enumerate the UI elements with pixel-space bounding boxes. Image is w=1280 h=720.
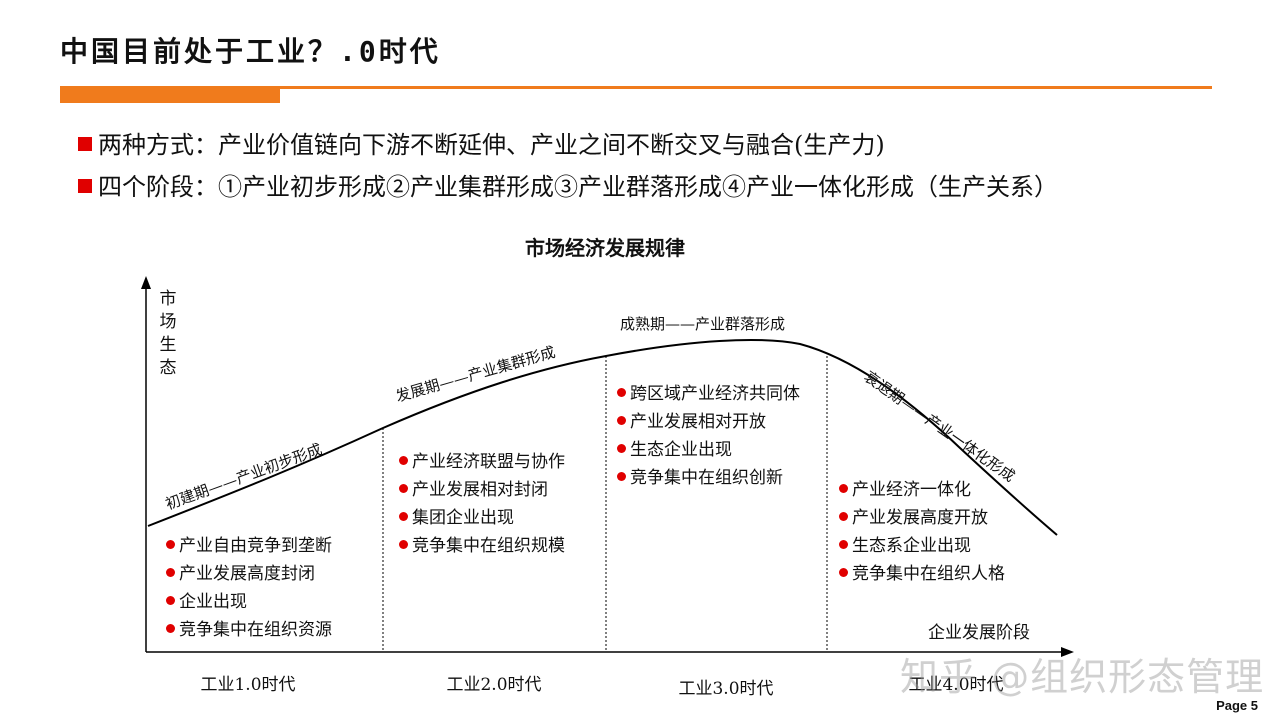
stage-list-1: 产业自由竞争到垄断 产业发展高度封闭 企业出现 竞争集中在组织资源	[166, 532, 332, 644]
list-item: 产业发展相对开放	[617, 408, 800, 436]
red-dot-icon	[399, 484, 408, 493]
red-dot-icon	[617, 472, 626, 481]
bullet-item: 四个阶段：①产业初步形成②产业集群形成③产业群落形成④产业一体化形成（生产关系）	[78, 166, 1058, 208]
era-label-2: 工业2.0时代	[446, 675, 542, 695]
red-dot-icon	[399, 512, 408, 521]
list-item: 集团企业出现	[399, 504, 565, 532]
lifecycle-curve	[147, 339, 1058, 536]
red-dot-icon	[166, 540, 175, 549]
red-dot-icon	[166, 624, 175, 633]
list-item: 竞争集中在组织创新	[617, 464, 800, 492]
red-dot-icon	[166, 596, 175, 605]
phase-label-maturity: 成熟期——产业群落形成	[620, 315, 786, 333]
list-item: 跨区域产业经济共同体	[617, 380, 800, 408]
red-dot-icon	[839, 484, 848, 493]
list-item: 企业出现	[166, 588, 332, 616]
stage-list-4: 产业经济一体化 产业发展高度开放 生态系企业出现 竞争集中在组织人格	[839, 476, 1005, 588]
page-title: 中国目前处于工业？.0时代	[60, 35, 441, 68]
red-dot-icon	[399, 540, 408, 549]
list-item: 竞争集中在组织人格	[839, 560, 1005, 588]
red-dot-icon	[617, 388, 626, 397]
list-item: 产业自由竞争到垄断	[166, 532, 332, 560]
red-dot-icon	[839, 568, 848, 577]
stage-list-3: 跨区域产业经济共同体 产业发展相对开放 生态企业出现 竞争集中在组织创新	[617, 380, 800, 492]
page-number: Page 5	[1216, 698, 1258, 713]
red-dot-icon	[839, 540, 848, 549]
list-item: 竞争集中在组织资源	[166, 616, 332, 644]
list-item: 生态企业出现	[617, 436, 800, 464]
watermark: 知乎 @组织形态管理	[900, 655, 1265, 699]
list-item: 产业发展相对封闭	[399, 476, 565, 504]
list-item: 产业发展高度开放	[839, 504, 1005, 532]
y-axis-label: 市 场 生 态	[159, 289, 177, 378]
era-label-4: 工业4.0时代	[908, 675, 1004, 695]
square-bullet-icon	[78, 137, 92, 151]
y-axis-arrow-icon	[141, 276, 151, 289]
era-label-3: 工业3.0时代	[678, 679, 774, 699]
stage-list-2: 产业经济联盟与协作 产业发展相对封闭 集团企业出现 竞争集中在组织规模	[399, 448, 565, 560]
list-item: 产业经济一体化	[839, 476, 1005, 504]
red-dot-icon	[839, 512, 848, 521]
red-dot-icon	[617, 416, 626, 425]
diagram-title: 市场经济发展规律	[525, 236, 685, 260]
square-bullet-icon	[78, 179, 92, 193]
red-dot-icon	[399, 456, 408, 465]
title-accent-bar	[60, 88, 280, 103]
x-axis-label: 企业发展阶段	[928, 623, 1030, 643]
list-item: 产业经济联盟与协作	[399, 448, 565, 476]
title-underline	[60, 86, 1212, 89]
x-axis-arrow-icon	[1061, 647, 1074, 657]
era-label-1: 工业1.0时代	[200, 675, 296, 695]
list-item: 产业发展高度封闭	[166, 560, 332, 588]
red-dot-icon	[166, 568, 175, 577]
bullet-list: 两种方式：产业价值链向下游不断延伸、产业之间不断交叉与融合(生产力) 四个阶段：…	[78, 124, 1058, 208]
bullet-item: 两种方式：产业价值链向下游不断延伸、产业之间不断交叉与融合(生产力)	[78, 124, 1058, 166]
list-item: 生态系企业出现	[839, 532, 1005, 560]
red-dot-icon	[617, 444, 626, 453]
list-item: 竞争集中在组织规模	[399, 532, 565, 560]
